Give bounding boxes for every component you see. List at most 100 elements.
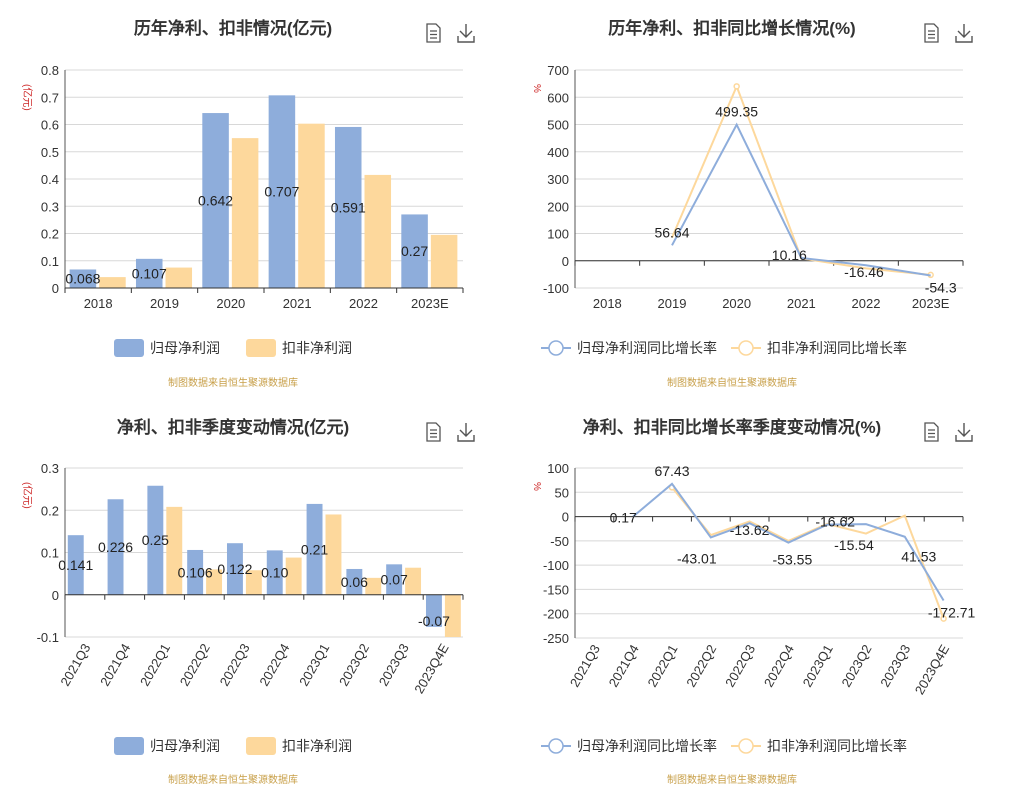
data-label: 0.106 (178, 564, 213, 580)
y-tick-label: -150 (543, 582, 569, 597)
bar-net-profit (425, 594, 442, 627)
bar-net-profit (147, 485, 164, 595)
data-label: 0.141 (58, 557, 93, 573)
x-tick-label: 2022Q4 (256, 641, 292, 689)
download-icon[interactable] (457, 24, 475, 43)
x-tick-label: 2022Q1 (137, 641, 173, 689)
bar-net-profit (266, 550, 283, 595)
bar-deducted-profit (231, 138, 259, 288)
data-label: 0.17 (610, 509, 637, 525)
data-label: -16.46 (844, 264, 884, 280)
document-icon[interactable] (924, 422, 939, 442)
bar-net-profit (135, 258, 163, 288)
bar-deducted-profit (206, 569, 223, 595)
y-tick-label: -100 (543, 281, 569, 296)
legend-marker (738, 340, 754, 356)
data-label: -43.01 (677, 550, 717, 566)
legend-marker (738, 738, 754, 754)
y-tick-label: 0.1 (41, 546, 59, 561)
data-source-note: 制图数据来自恒生聚源数据库 (667, 773, 797, 786)
quarterly-growth-chart: 净利、扣非同比增长率季度变动情况(%)% 制图数据来自恒生聚源数据库 -250 -20… (531, 417, 976, 786)
bar-net-profit (67, 535, 84, 595)
download-icon-arrow (955, 423, 973, 442)
y-tick-label: 0 (52, 281, 59, 296)
document-icon[interactable] (924, 23, 939, 43)
download-icon[interactable] (457, 423, 475, 442)
data-label: -13.62 (730, 522, 770, 538)
y-tick-label: 700 (547, 63, 569, 78)
y-tick-label: 500 (547, 118, 569, 133)
series-line-net-growth (632, 482, 945, 601)
x-tick-label: 2018 (593, 296, 622, 311)
chart-title: 净利、扣非同比增长率季度变动情况(%) (583, 417, 881, 437)
legend-label: 归母净利润 (150, 738, 220, 754)
download-icon[interactable] (955, 24, 973, 43)
data-label: -16.62 (815, 514, 855, 530)
y-tick-label: 600 (547, 90, 569, 105)
document-icon-body (426, 23, 441, 43)
y-tick-label: 100 (547, 227, 569, 242)
bar-deducted-profit (245, 570, 262, 595)
data-label: 10.16 (772, 247, 807, 263)
document-icon-lines (430, 429, 437, 438)
bar-deducted-profit (166, 506, 183, 595)
y-tick-label: 100 (547, 461, 569, 476)
chart-title: 历年净利、扣非同比增长情况(%) (608, 18, 855, 38)
data-label: 67.43 (654, 463, 689, 479)
data-label: 0.27 (401, 243, 428, 259)
y-tick-label: -50 (550, 534, 569, 549)
data-label: 0.068 (65, 271, 100, 287)
bar-deducted-profit (405, 567, 422, 595)
x-tick-label: 2022Q3 (217, 641, 253, 689)
x-tick-label: 2022Q3 (722, 642, 758, 690)
bar-deducted-profit (364, 174, 392, 288)
annual-growth-chart: 历年净利、扣非同比增长情况(%)% 制图数据来自恒生聚源数据库 -100 0 100 20… (531, 18, 973, 389)
chart-panel-annual-profit: 历年净利、扣非情况(亿元) (亿元) 制图数据来自恒生聚源数据库 0 0.1 0.2 0.3… (0, 0, 500, 400)
x-tick-label: 2023Q2 (336, 641, 372, 689)
data-label: 0.21 (301, 541, 328, 557)
series-point (733, 83, 740, 90)
y-tick-label: 0.1 (41, 254, 59, 269)
bar-deducted-profit (298, 123, 325, 289)
x-tick-label: 2018 (84, 296, 113, 311)
y-axis-unit-label: (亿元) (21, 482, 34, 509)
x-tick-label: 2019 (658, 296, 687, 311)
data-label: 0.25 (142, 532, 169, 548)
data-source-note: 制图数据来自恒生聚源数据库 (168, 773, 298, 786)
bar-net-profit (334, 126, 362, 288)
bar-deducted-profit (365, 577, 382, 595)
chart-panel-quarterly-growth: 净利、扣非同比增长率季度变动情况(%)% 制图数据来自恒生聚源数据库 -250 -20… (505, 400, 1015, 806)
download-icon-arrow (955, 24, 973, 43)
chart-panel-quarterly-profit: 净利、扣非季度变动情况(亿元) (亿元) 制图数据来自恒生聚源数据库 -0.1 0 0.1… (0, 400, 500, 806)
x-tick-label: 2022Q1 (644, 642, 680, 690)
y-axis-unit-label: % (531, 482, 542, 491)
bar-net-profit (268, 95, 296, 288)
x-tick-label: 2022Q2 (177, 641, 213, 689)
y-tick-label: 0.5 (41, 145, 59, 160)
legend-label: 扣非净利润 (282, 340, 352, 356)
legend-swatch (246, 339, 276, 357)
x-tick-label: 2023Q4E (411, 641, 452, 696)
x-tick-label: 2021Q3 (57, 641, 93, 689)
document-icon[interactable] (426, 422, 441, 442)
chart-title: 历年净利、扣非情况(亿元) (134, 18, 332, 38)
x-tick-label: 2021 (787, 296, 816, 311)
document-icon-lines (430, 30, 437, 39)
y-tick-label: 0.2 (41, 503, 59, 518)
data-label: -172.71 (928, 604, 976, 620)
bar-net-profit (202, 113, 229, 289)
y-tick-label: 0.3 (41, 461, 59, 476)
document-icon-body (924, 422, 939, 442)
y-tick-label: -250 (543, 631, 569, 646)
y-tick-label: 0.3 (41, 199, 59, 214)
x-tick-label: 2023E (411, 296, 449, 311)
bar-net-profit (346, 568, 363, 595)
document-icon[interactable] (426, 23, 441, 43)
bar-deducted-profit (285, 557, 302, 595)
download-icon[interactable] (955, 423, 973, 442)
data-label: 41.53 (901, 549, 936, 565)
series-line-deducted-growth (671, 486, 945, 619)
y-tick-label: 0.4 (41, 172, 59, 187)
x-tick-label: 2022 (852, 296, 881, 311)
bar-deducted-profit (430, 234, 458, 288)
